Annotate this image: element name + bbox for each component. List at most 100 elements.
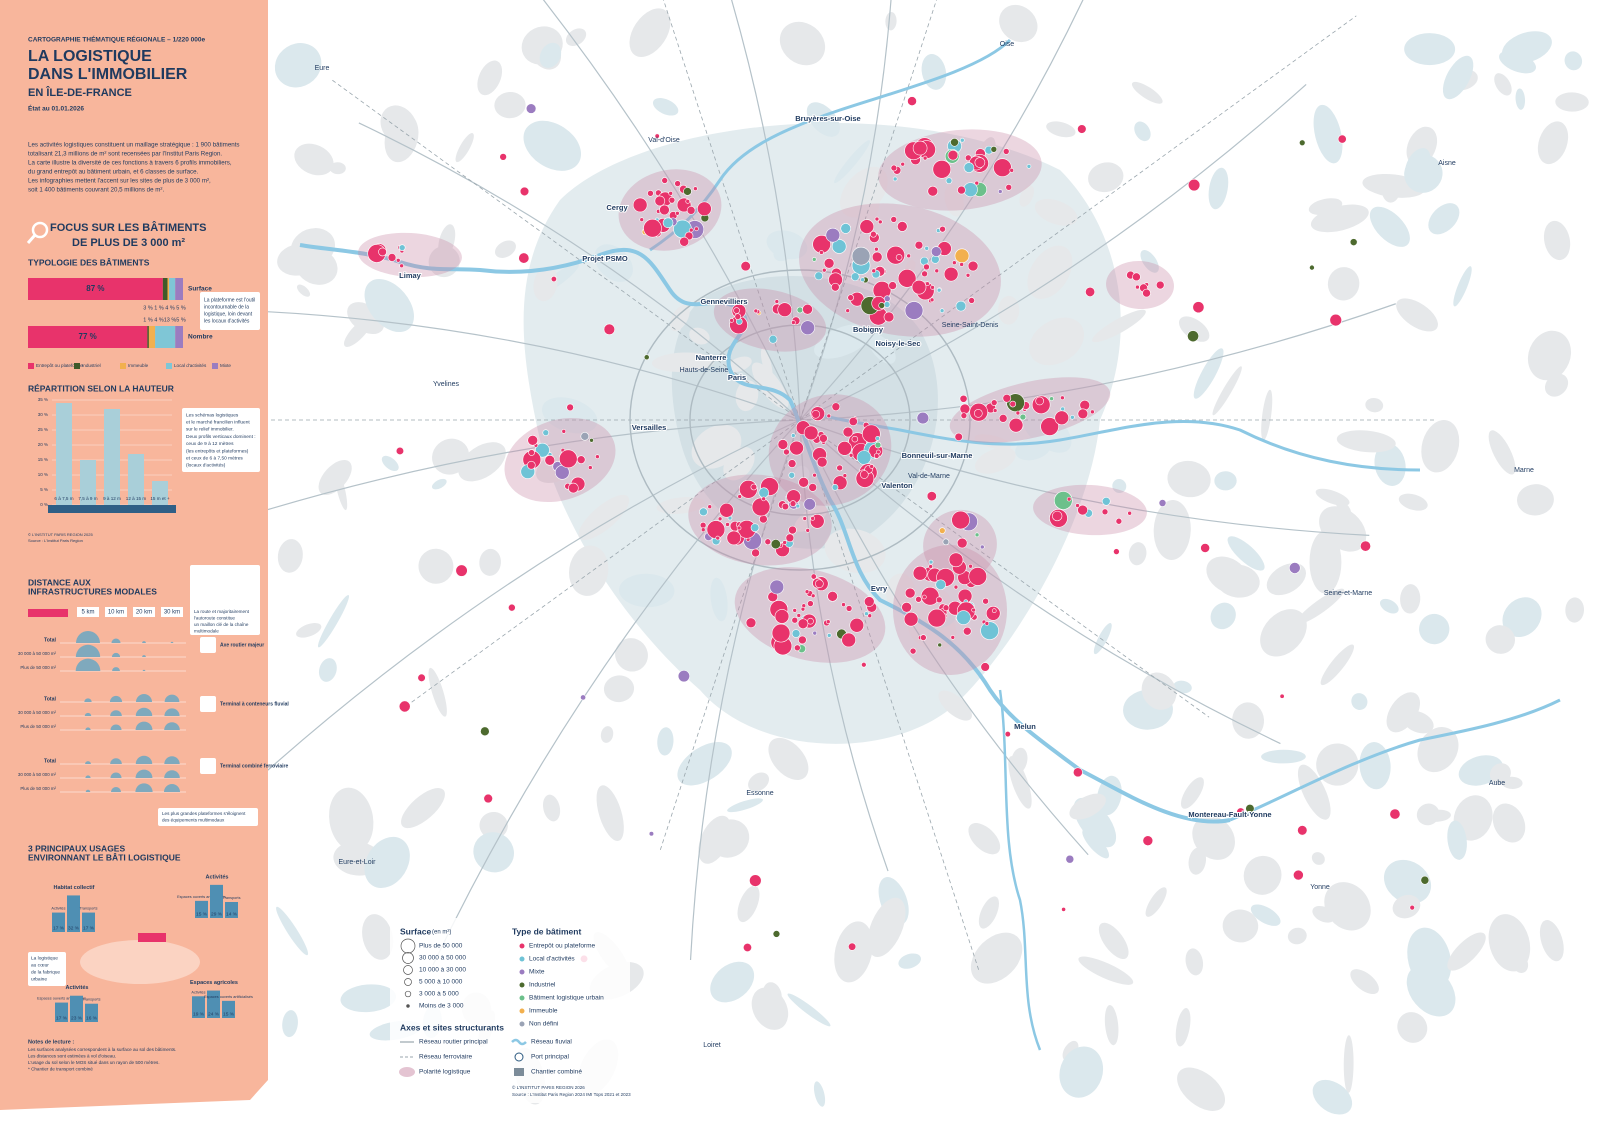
note-line: et le marché francilien influent <box>186 419 250 425</box>
urban-patch <box>1175 1008 1191 1047</box>
urban-patch <box>1243 855 1282 895</box>
urban-patch <box>473 832 515 873</box>
logistic-pole <box>949 377 1111 443</box>
logistic-pole <box>713 288 827 352</box>
urban-patch <box>787 993 831 1027</box>
site <box>1132 272 1141 282</box>
region-label: Val-de-Marne <box>908 473 950 480</box>
semicircle <box>111 652 121 657</box>
urban-patch <box>1421 420 1460 473</box>
urban-patch <box>296 284 311 297</box>
intro-line: du grand entrepôt au bâtiment urbain, et… <box>28 169 199 176</box>
site <box>939 225 946 233</box>
skyline <box>48 505 176 513</box>
semicircle <box>142 669 146 671</box>
site <box>897 269 917 288</box>
site <box>968 567 988 586</box>
site <box>998 414 1008 423</box>
place-label: Valenton <box>881 481 913 490</box>
site <box>550 276 557 283</box>
urban-patch <box>938 690 972 721</box>
bar <box>70 995 83 1022</box>
note-line: (locaux d'activités) <box>186 463 226 469</box>
category-label: Surface <box>188 286 212 293</box>
road <box>799 419 1089 856</box>
site <box>795 503 801 509</box>
region-label: Aisne <box>1438 160 1456 167</box>
category-label: Nombre <box>188 334 213 341</box>
urban-patch <box>1396 298 1438 332</box>
site <box>859 219 875 234</box>
semicircle <box>135 755 153 764</box>
urban-patch <box>657 727 674 756</box>
category-label: Espaces ouverts artificialisés <box>37 997 86 1001</box>
urban-patch <box>1153 500 1191 560</box>
site <box>1053 491 1073 510</box>
site <box>901 601 912 613</box>
site <box>1085 286 1096 297</box>
note-line: Les plus grandes plateformes s'éloignent <box>162 811 246 816</box>
site <box>1142 835 1154 846</box>
site <box>1389 808 1401 820</box>
site <box>789 440 804 456</box>
semicircle <box>135 707 153 716</box>
site <box>848 942 857 951</box>
urban-patch <box>813 1081 826 1107</box>
urban-patch <box>1527 330 1572 381</box>
bar-segment <box>155 326 176 348</box>
site <box>792 608 798 613</box>
road <box>264 310 801 421</box>
place-label: Nanterre <box>696 353 727 362</box>
bar <box>82 912 95 932</box>
site <box>455 564 468 577</box>
value-label: 1 % <box>143 317 153 323</box>
legend-axis-label: Réseau fluvial <box>531 1039 572 1046</box>
intro-line: soit 1 400 bâtiments couvrant 20,5 milli… <box>28 187 164 194</box>
urban-patch <box>1365 398 1384 413</box>
site <box>527 435 538 446</box>
category-label: Transports <box>79 907 97 911</box>
site <box>1077 124 1087 134</box>
urban-patch <box>1227 536 1265 571</box>
site <box>874 216 880 222</box>
urban-patch <box>364 279 414 333</box>
urban-patch <box>1447 820 1467 860</box>
railway <box>409 419 801 705</box>
legend-combined <box>514 1068 524 1076</box>
notes-line: L'usage du sol selon le MOS situé dans u… <box>28 1060 160 1065</box>
column-header-box <box>77 607 99 617</box>
urban-patch <box>652 98 679 116</box>
urban-patch <box>1428 203 1460 235</box>
urban-patch <box>1088 162 1124 193</box>
site <box>777 302 793 317</box>
site <box>810 573 817 580</box>
site <box>699 507 708 517</box>
urban-patch <box>1424 809 1451 822</box>
value-label: 4 % <box>165 305 175 311</box>
site <box>873 453 880 459</box>
urban-patch <box>689 327 710 345</box>
site <box>804 589 810 594</box>
site <box>519 186 530 197</box>
site <box>850 272 860 282</box>
site <box>903 611 919 627</box>
railway <box>799 0 937 421</box>
chart-title: ENVIRONNANT LE BÂTI LOGISTIQUE <box>28 851 181 862</box>
urban-patch <box>479 548 501 576</box>
legend-size <box>406 1004 410 1008</box>
y-tick-label: 30 % <box>38 412 48 417</box>
notes-line: Les surfaces analysées correspondent à l… <box>28 1047 176 1052</box>
site <box>904 587 916 599</box>
bar <box>210 884 223 918</box>
site <box>1008 417 1024 433</box>
semicircle <box>110 786 122 792</box>
site <box>1309 264 1315 271</box>
site <box>395 446 405 456</box>
site <box>860 277 865 283</box>
urban-patch <box>1324 882 1371 931</box>
urban-patch <box>1131 81 1163 104</box>
urban-patch <box>494 240 516 258</box>
railway <box>332 79 801 421</box>
urban-patch <box>294 143 334 176</box>
site <box>871 251 883 263</box>
